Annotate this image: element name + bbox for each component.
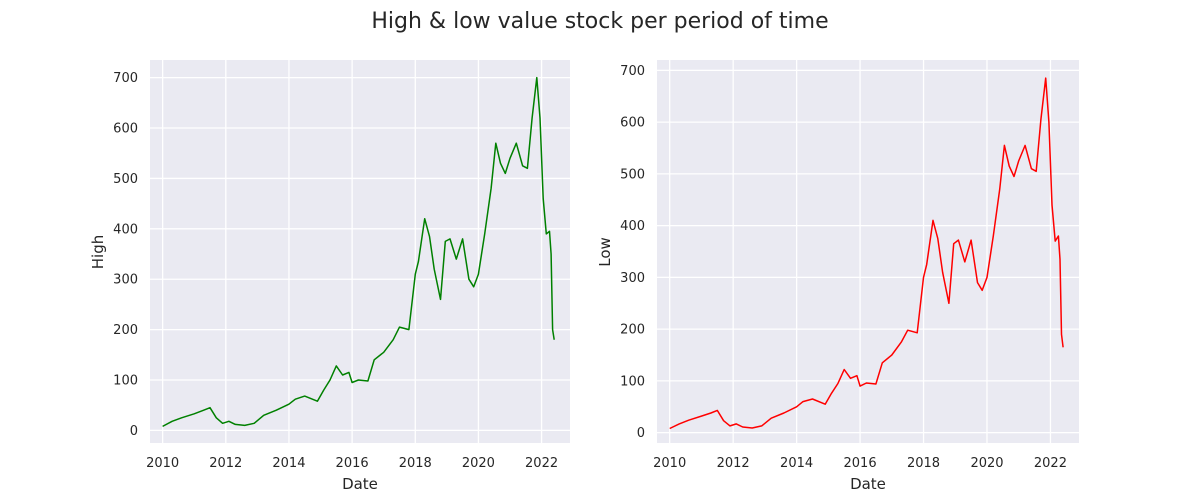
high-y-tick-labels: 0 100 200 300 400 500 600 700 xyxy=(113,71,138,439)
low-y-tick-label: 600 xyxy=(620,116,645,131)
low-x-gridlines xyxy=(669,60,1052,443)
high-x-tick-label: 2010 xyxy=(146,456,179,471)
low-y-tick-label: 700 xyxy=(620,64,645,79)
high-x-gridlines xyxy=(161,60,543,443)
high-series-line xyxy=(162,76,555,428)
high-y-tick-label: 500 xyxy=(113,172,138,187)
low-x-tick-label: 2012 xyxy=(717,456,750,471)
low-chart-panel: 2010 2012 2014 2016 2018 2020 2022 0 100 200 300 4… xyxy=(596,60,1079,493)
low-x-tick-labels: 2010 2012 2014 2016 2018 2020 2022 xyxy=(653,456,1067,471)
low-x-tick-label: 2014 xyxy=(780,456,813,471)
high-chart-panel: 2010 2012 2014 2016 2018 2020 2022 0 100 200 300 4… xyxy=(89,60,570,493)
low-x-axis-label: Date xyxy=(850,475,886,493)
low-y-tick-label: 300 xyxy=(620,271,645,286)
low-series-line xyxy=(669,77,1064,430)
low-y-tick-label: 0 xyxy=(637,426,645,441)
high-y-tick-label: 300 xyxy=(113,273,138,288)
low-x-tick-label: 2010 xyxy=(653,456,686,471)
low-plot-area xyxy=(657,60,1079,443)
high-x-tick-label: 2014 xyxy=(272,456,305,471)
high-x-axis-label: Date xyxy=(342,475,378,493)
high-y-tick-label: 700 xyxy=(113,71,138,86)
high-y-axis-label: High xyxy=(89,235,107,269)
high-plot-area xyxy=(150,60,570,443)
low-y-tick-labels: 0 100 200 300 400 500 600 700 xyxy=(620,64,645,441)
high-y-tick-label: 600 xyxy=(113,122,138,137)
high-x-tick-labels: 2010 2012 2014 2016 2018 2020 2022 xyxy=(146,456,558,471)
low-y-tick-label: 500 xyxy=(620,167,645,182)
high-y-tick-label: 200 xyxy=(113,323,138,338)
low-x-tick-label: 2020 xyxy=(970,456,1003,471)
high-x-tick-label: 2016 xyxy=(336,456,369,471)
low-y-tick-label: 200 xyxy=(620,323,645,338)
low-x-tick-label: 2018 xyxy=(907,456,940,471)
high-x-tick-label: 2012 xyxy=(209,456,242,471)
low-x-tick-label: 2016 xyxy=(844,456,877,471)
low-y-tick-label: 400 xyxy=(620,219,645,234)
high-x-tick-label: 2018 xyxy=(399,456,432,471)
high-y-tick-label: 100 xyxy=(113,374,138,389)
low-x-tick-label: 2022 xyxy=(1034,456,1067,471)
low-y-axis-label: Low xyxy=(596,237,614,267)
low-y-tick-label: 100 xyxy=(620,374,645,389)
high-y-tick-label: 400 xyxy=(113,222,138,237)
high-y-tick-label: 0 xyxy=(130,424,138,439)
high-x-tick-label: 2022 xyxy=(525,456,558,471)
figure-title: High & low value stock per period of tim… xyxy=(371,9,828,34)
high-x-tick-label: 2020 xyxy=(462,456,495,471)
low-y-gridlines xyxy=(657,69,1079,434)
